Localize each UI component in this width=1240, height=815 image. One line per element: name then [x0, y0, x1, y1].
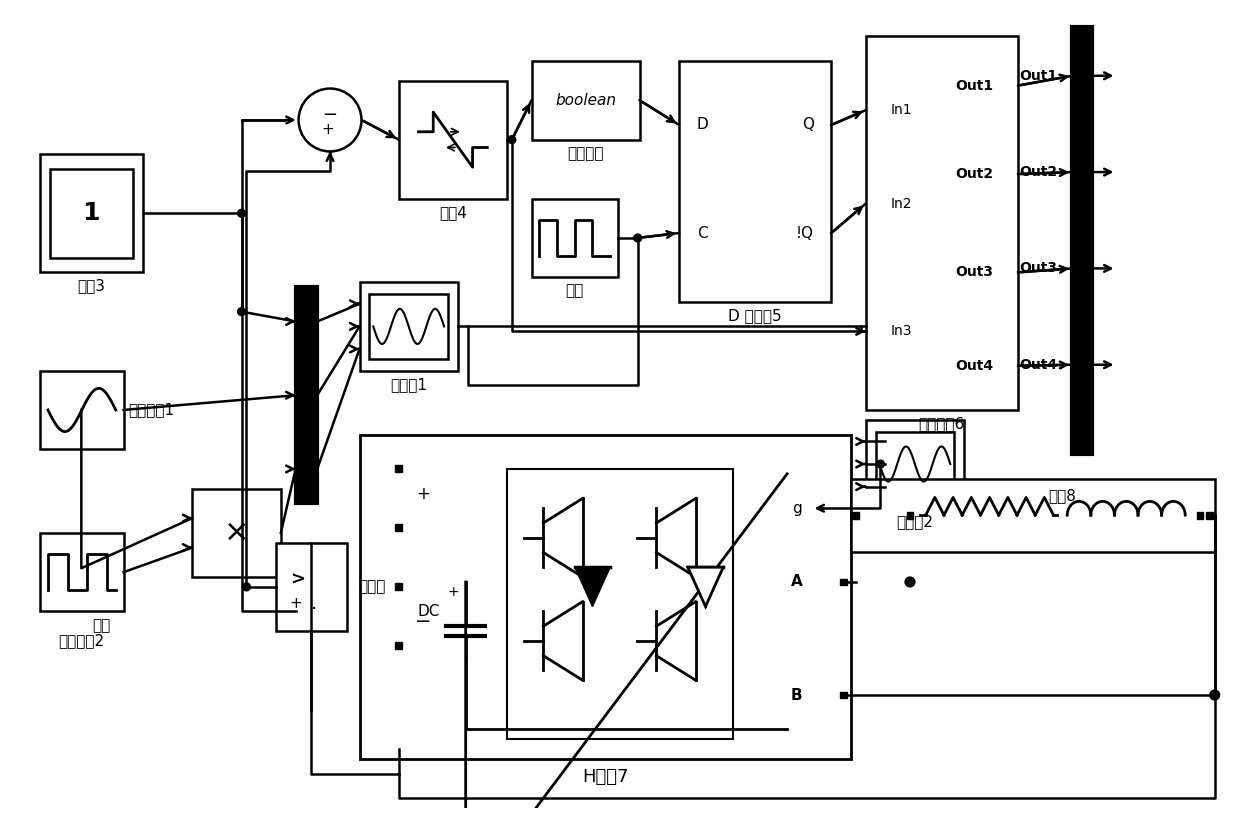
Text: 电压表: 电压表 [358, 579, 386, 594]
Bar [1207, 512, 1213, 518]
Text: 1: 1 [82, 201, 100, 226]
Text: 给定: 给定 [92, 618, 110, 632]
Bar [906, 512, 914, 518]
Text: >: > [290, 571, 305, 589]
Circle shape [905, 577, 915, 587]
Bar [277, 543, 347, 631]
Bar [360, 282, 458, 371]
Bar [507, 469, 733, 739]
Text: +: + [321, 122, 335, 137]
Text: +: + [448, 585, 459, 599]
Bar [680, 61, 831, 302]
Text: −: − [415, 612, 432, 631]
Bar [532, 61, 640, 139]
Text: D: D [697, 117, 708, 132]
Bar [866, 37, 1018, 410]
Circle shape [877, 460, 884, 468]
Bar [40, 533, 124, 611]
Text: Out2: Out2 [955, 167, 993, 181]
Text: Out2: Out2 [1019, 165, 1058, 179]
Circle shape [243, 583, 250, 591]
Text: 控制信号2: 控制信号2 [58, 633, 104, 649]
Polygon shape [688, 567, 723, 606]
Text: 布尔元件: 布尔元件 [568, 146, 604, 161]
Bar [396, 584, 402, 590]
Text: B: B [791, 688, 802, 703]
Text: D 触发器5: D 触发器5 [728, 308, 781, 323]
Text: In1: In1 [890, 104, 911, 117]
Bar [852, 512, 859, 518]
Circle shape [508, 136, 516, 143]
Bar [875, 432, 955, 496]
Bar [396, 525, 402, 531]
Text: 滞环4: 滞环4 [439, 205, 466, 220]
Bar [396, 465, 402, 473]
Circle shape [238, 308, 246, 315]
Text: +: + [290, 596, 303, 611]
Text: ×: × [224, 518, 249, 548]
Text: 示波器1: 示波器1 [391, 377, 427, 392]
Text: A: A [791, 575, 802, 589]
Bar [396, 642, 402, 650]
Text: Out3: Out3 [1019, 262, 1058, 275]
Bar [1073, 27, 1092, 454]
Bar [370, 294, 448, 359]
Text: 数据转换6: 数据转换6 [919, 416, 965, 431]
Text: −: − [322, 106, 337, 124]
Text: Out3: Out3 [956, 266, 993, 280]
Bar [1197, 512, 1203, 518]
Bar [399, 81, 507, 199]
Bar [839, 692, 847, 698]
Circle shape [634, 234, 641, 242]
Text: 时钟: 时钟 [565, 284, 584, 298]
Text: boolean: boolean [556, 93, 616, 108]
Text: 信号给定1: 信号给定1 [129, 403, 175, 417]
Bar [360, 434, 851, 759]
Bar [851, 478, 1215, 553]
Text: .: . [311, 594, 317, 613]
Text: g: g [792, 500, 802, 516]
Text: 实测3: 实测3 [77, 279, 105, 293]
Circle shape [238, 209, 246, 218]
Text: Out1: Out1 [1019, 68, 1058, 83]
Bar [839, 579, 847, 585]
Bar [866, 420, 963, 509]
Bar [50, 170, 134, 258]
Circle shape [299, 89, 362, 152]
Bar [532, 199, 618, 277]
Text: H桥路7: H桥路7 [582, 768, 629, 786]
Text: C: C [697, 226, 707, 240]
Text: Out1: Out1 [955, 78, 993, 93]
Text: DC: DC [417, 604, 439, 619]
Bar [192, 489, 281, 577]
Text: In2: In2 [890, 196, 911, 210]
Text: Out4: Out4 [955, 359, 993, 372]
Text: +: + [417, 484, 430, 503]
Polygon shape [575, 567, 610, 606]
Text: Out4: Out4 [1019, 358, 1058, 372]
Text: In3: In3 [890, 324, 911, 338]
Text: !Q: !Q [796, 226, 813, 240]
Bar [295, 287, 317, 504]
Bar [40, 154, 144, 272]
Text: Q: Q [801, 117, 813, 132]
Bar [40, 371, 124, 449]
Text: 示波器2: 示波器2 [897, 514, 934, 530]
Circle shape [1210, 690, 1220, 700]
Text: 负载8: 负载8 [1048, 488, 1076, 503]
